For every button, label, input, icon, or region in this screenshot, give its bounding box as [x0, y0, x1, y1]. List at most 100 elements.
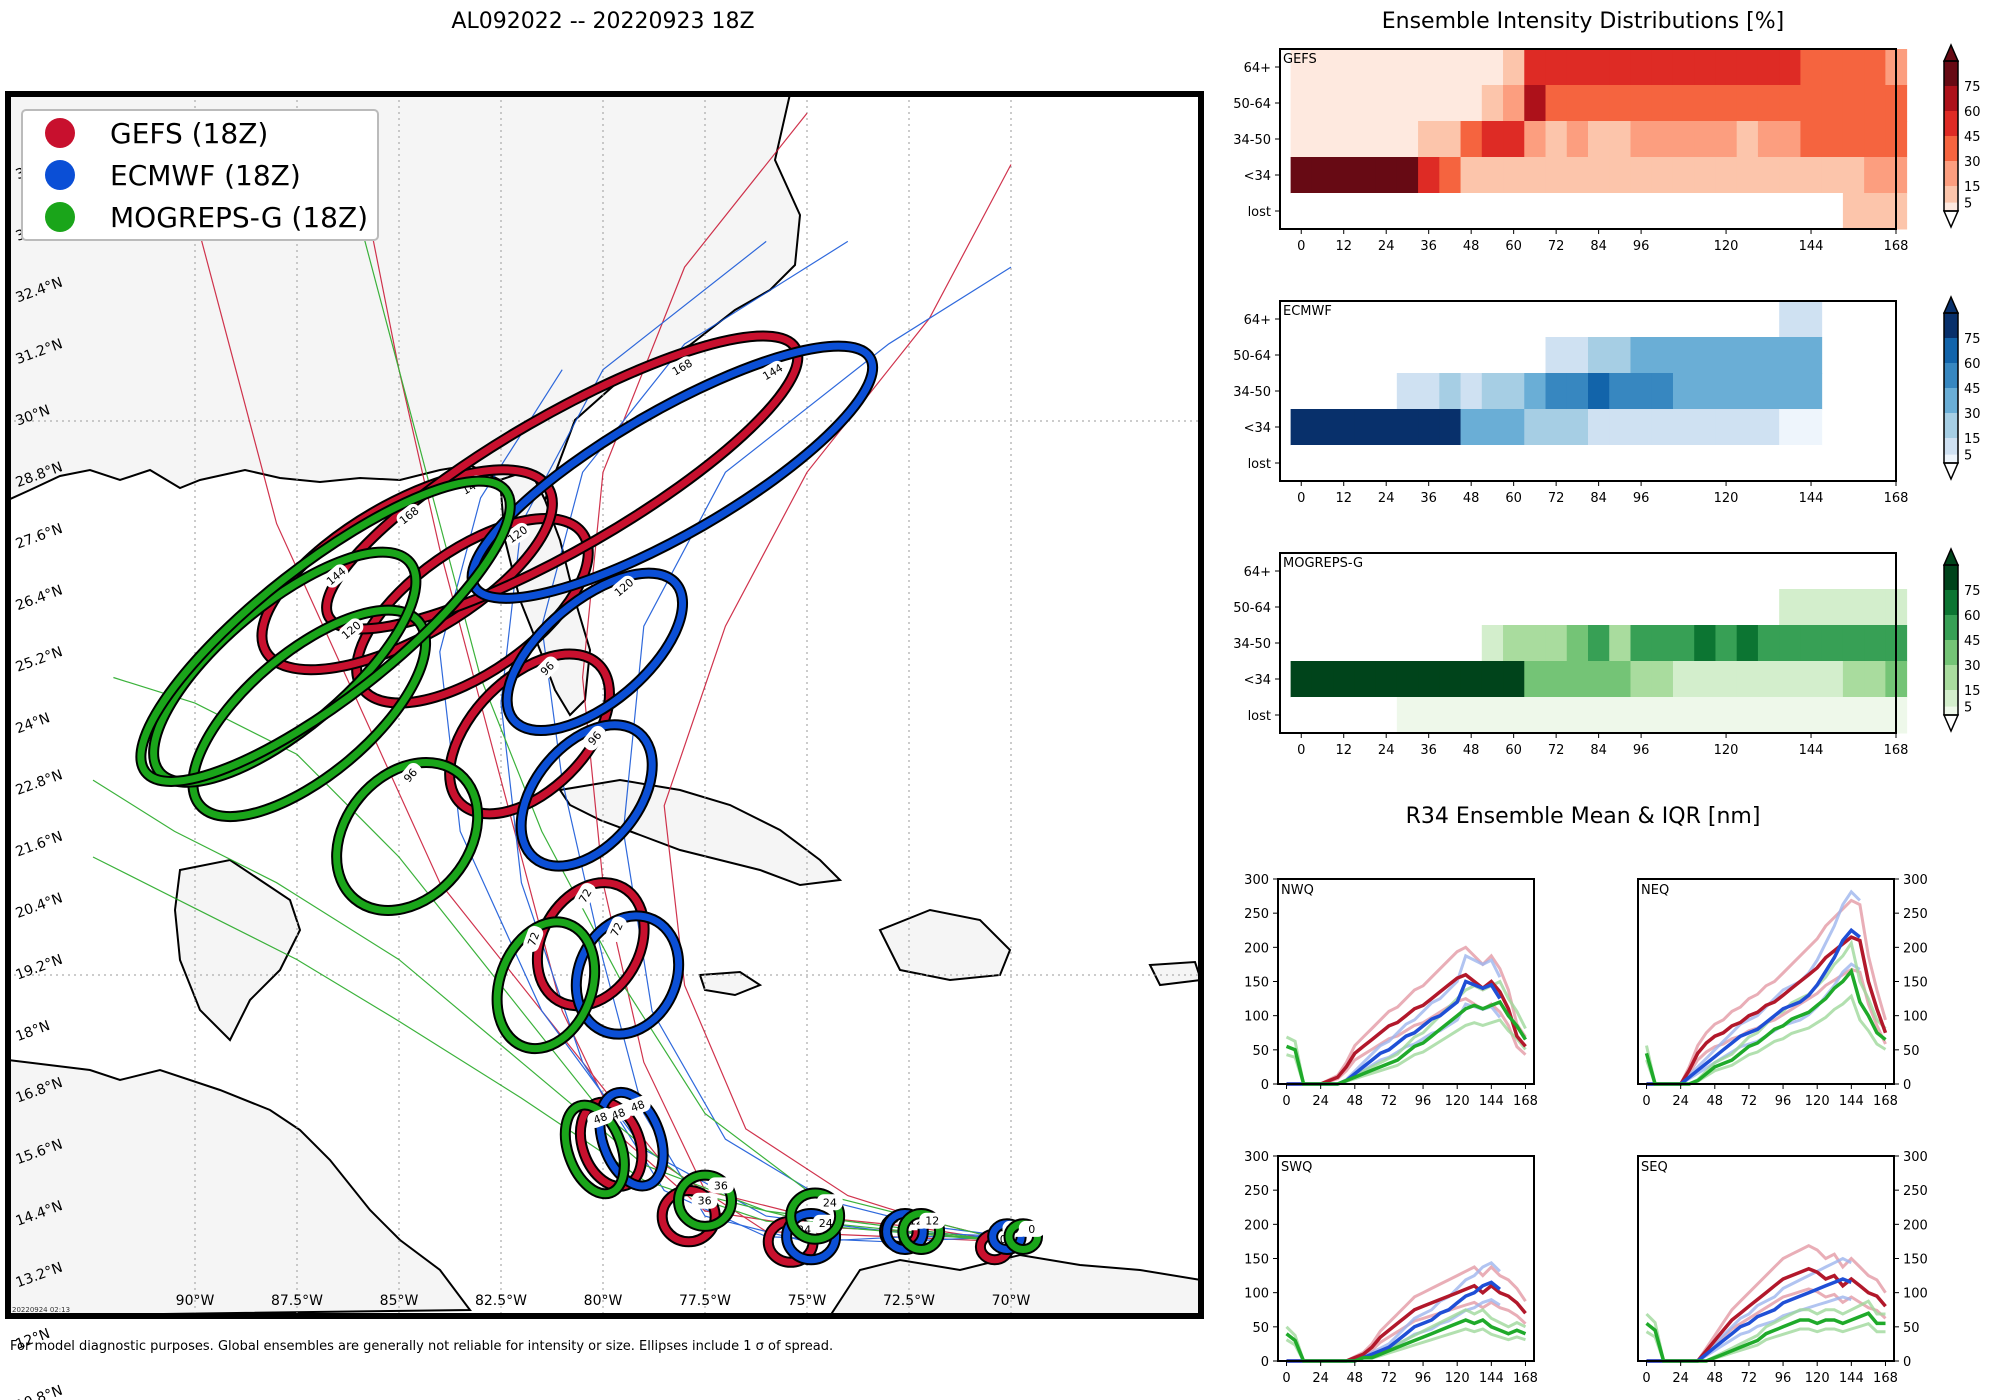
heatmap-cell — [1566, 193, 1589, 230]
footer-note: For model diagnostic purposes. Global en… — [10, 1339, 833, 1354]
forecast-hour-tick-label: 72 — [1548, 743, 1565, 758]
forecast-hour-tick-label: 60 — [1505, 743, 1522, 758]
heatmap-cell — [1864, 121, 1886, 158]
heatmap-cell — [1566, 553, 1589, 590]
heatmap-cell — [1545, 553, 1568, 590]
heatmap-cell — [1672, 121, 1695, 158]
heatmap-cell — [1864, 553, 1886, 590]
longitude-labels: 90°W 87.5°W 85°W 82.5°W 80°W 77.5°W 75°W 72.5°W… — [176, 1293, 1031, 1309]
forecast-hour-tick-label: 0 — [1297, 239, 1305, 254]
ecmwf-ellipse-120: 120 — [501, 567, 689, 737]
heatmap-cell — [1290, 589, 1313, 626]
heatmap-cell — [1290, 697, 1313, 734]
model-legend: GEFS (18Z) ECMWF (18Z) MOGREPS-G (18Z) — [21, 109, 379, 241]
x-tick-label: 24 — [1312, 1094, 1329, 1109]
forecast-hour-tick-label: 168 — [1884, 743, 1909, 758]
y-tick-label: 50 — [1252, 1044, 1269, 1059]
y-tick-label: 0 — [1903, 1078, 1911, 1093]
spread-ellipses: 0122436487296120144168012244872961201440… — [135, 330, 1045, 1268]
heatmap-cell — [1439, 49, 1462, 86]
heatmap-cell — [1779, 121, 1801, 158]
heatmap-cell — [1375, 625, 1398, 662]
mogreps-hour-tag-bg — [816, 1194, 843, 1211]
mogreps-hour-tag-bg — [523, 925, 544, 952]
mogreps-ellipse-96: 96 — [331, 757, 484, 916]
heatmap-cell — [1588, 445, 1610, 482]
mogreps-ellipse-ring — [189, 606, 430, 821]
intensity-row-label: 50-64 — [1233, 601, 1271, 616]
heatmap-cell — [1524, 121, 1547, 158]
heatmap-cell — [1842, 697, 1865, 734]
heatmap-cell — [1736, 625, 1759, 662]
central-america — [8, 1058, 472, 1316]
heatmap-cell — [1694, 445, 1716, 482]
heatmap-cell — [1545, 85, 1568, 122]
intensity-row-label: lost — [1248, 709, 1271, 724]
jamaica — [698, 970, 763, 997]
heatmap-cell — [1779, 661, 1801, 698]
heatmap-cell — [1481, 337, 1504, 374]
heatmap-cell — [1779, 85, 1801, 122]
intensity-title: Ensemble Intensity Distributions [%] — [1382, 9, 1785, 34]
heatmap-cell — [1524, 85, 1547, 122]
heatmap-cell — [1651, 193, 1674, 230]
heatmap-cell — [1545, 49, 1568, 86]
x-tick-label: 0 — [1642, 1371, 1650, 1386]
heatmap-cell — [1311, 625, 1334, 662]
colorbar-frame — [1943, 312, 1959, 464]
longitude-label: 82.5°W — [475, 1293, 527, 1309]
heatmap-cell — [1418, 553, 1440, 590]
x-tick-label: 144 — [1479, 1094, 1504, 1109]
heatmap-cell — [1481, 85, 1504, 122]
mogreps-ellipse-12: 12 — [897, 1208, 946, 1255]
heatmap-cell — [1609, 85, 1631, 122]
gefs-hour-tag-bg — [504, 522, 530, 546]
heatmap-cell — [1757, 49, 1780, 86]
y-tick-label: 300 — [1903, 873, 1928, 888]
heatmap-cell — [1672, 337, 1695, 374]
heatmap-cell — [1736, 589, 1759, 626]
colorbar-min-arrow — [1942, 714, 1960, 733]
heatmap-cell — [1672, 409, 1695, 446]
intensity-row-label: lost — [1248, 457, 1271, 472]
gefs-ellipse-36: 36 — [656, 1184, 721, 1248]
colorbar-tick-label: 30 — [1964, 659, 1981, 674]
heatmap-cell — [1588, 553, 1610, 590]
y-tick-label: 300 — [1244, 873, 1269, 888]
ecmwf-hour-label: 48 — [629, 1098, 647, 1115]
heatmap-cell — [1779, 553, 1801, 590]
heatmap-cell — [1715, 661, 1738, 698]
heatmap-cell — [1779, 193, 1801, 230]
heatmap-cell — [1736, 409, 1759, 446]
heatmap-cell — [1375, 553, 1398, 590]
heatmap-cell — [1311, 445, 1334, 482]
heatmap-cell — [1354, 373, 1377, 410]
heatmap-cell — [1503, 589, 1525, 626]
chart-title: SWQ — [1281, 1160, 1312, 1175]
x-tick-label: 24 — [1672, 1371, 1689, 1386]
heatmap-cell — [1354, 49, 1377, 86]
mogreps-hour-label: 12 — [925, 1215, 939, 1228]
gefs-hour-tag-bg — [691, 1192, 718, 1209]
heatmap-cell — [1503, 49, 1525, 86]
forecast-hour-tick-label: 144 — [1799, 743, 1824, 758]
heatmap-cell — [1864, 193, 1886, 230]
heatmap-cell — [1864, 85, 1886, 122]
heatmap-cell — [1354, 193, 1377, 230]
y-tick-label: 150 — [1244, 976, 1269, 991]
heatmap-cell — [1460, 589, 1483, 626]
heatmap-cell — [1311, 589, 1334, 626]
heatmap-cell — [1396, 157, 1419, 194]
ecmwf-legend-marker — [45, 160, 75, 190]
forecast-hour-tick-label: 12 — [1335, 239, 1352, 254]
heatmap-cell — [1354, 157, 1377, 194]
hispaniola — [878, 908, 1012, 982]
heatmap-cell — [1736, 661, 1759, 698]
heatmap-cell — [1672, 373, 1695, 410]
heatmap-cell — [1481, 409, 1504, 446]
heatmap-cell — [1694, 193, 1716, 230]
mogreps-hour-tag-bg — [396, 503, 422, 527]
heatmap-cell — [1630, 157, 1653, 194]
heatmap-cell — [1715, 697, 1738, 734]
mogreps-ellipse-72: 72 — [491, 916, 601, 1055]
